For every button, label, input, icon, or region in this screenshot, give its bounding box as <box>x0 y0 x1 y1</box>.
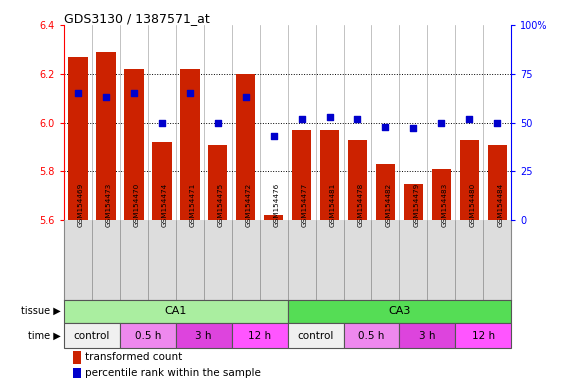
Point <box>297 116 306 122</box>
Bar <box>292 130 311 220</box>
Bar <box>288 323 343 348</box>
Bar <box>96 52 116 220</box>
Bar <box>236 74 256 220</box>
Point <box>437 119 446 126</box>
Text: GSM154483: GSM154483 <box>442 182 447 227</box>
Bar <box>320 130 339 220</box>
Text: GSM154473: GSM154473 <box>106 182 112 227</box>
Text: GSM154478: GSM154478 <box>357 182 364 227</box>
Point <box>353 116 362 122</box>
Point <box>185 90 195 96</box>
Bar <box>124 69 144 220</box>
Bar <box>152 142 171 220</box>
Bar <box>347 140 367 220</box>
Text: GSM154481: GSM154481 <box>329 182 336 227</box>
Text: GSM154479: GSM154479 <box>414 182 419 227</box>
Text: GSM154476: GSM154476 <box>274 182 279 227</box>
Text: 3 h: 3 h <box>419 331 436 341</box>
Bar <box>456 323 511 348</box>
Text: GSM154469: GSM154469 <box>78 182 84 227</box>
Bar <box>180 69 199 220</box>
Text: 0.5 h: 0.5 h <box>135 331 161 341</box>
Text: 3 h: 3 h <box>195 331 212 341</box>
Bar <box>343 323 400 348</box>
Bar <box>208 145 228 220</box>
Point <box>381 123 390 129</box>
Point <box>73 90 83 96</box>
Text: GSM154475: GSM154475 <box>218 182 224 227</box>
Text: GDS3130 / 1387571_at: GDS3130 / 1387571_at <box>64 12 210 25</box>
Bar <box>404 184 423 220</box>
Text: GSM154472: GSM154472 <box>246 182 252 227</box>
Text: GSM154470: GSM154470 <box>134 182 140 227</box>
Bar <box>73 351 81 364</box>
Bar <box>264 215 284 220</box>
Bar <box>68 57 88 220</box>
Bar <box>64 300 288 323</box>
Text: GSM154474: GSM154474 <box>162 182 168 227</box>
Point <box>157 119 166 126</box>
Text: transformed count: transformed count <box>85 352 182 362</box>
Text: 12 h: 12 h <box>472 331 495 341</box>
Bar <box>64 323 120 348</box>
Text: CA3: CA3 <box>388 306 411 316</box>
Point <box>213 119 223 126</box>
Text: tissue ▶: tissue ▶ <box>21 306 61 316</box>
Text: GSM154482: GSM154482 <box>385 182 392 227</box>
Text: GSM154477: GSM154477 <box>302 182 307 227</box>
Point <box>129 90 138 96</box>
Point <box>101 94 110 100</box>
Text: 0.5 h: 0.5 h <box>358 331 385 341</box>
Point <box>409 126 418 132</box>
Text: time ▶: time ▶ <box>28 331 61 341</box>
Bar <box>73 368 81 377</box>
Bar <box>432 169 451 220</box>
Text: GSM154471: GSM154471 <box>190 182 196 227</box>
Bar <box>400 323 456 348</box>
Bar <box>288 300 511 323</box>
Text: 12 h: 12 h <box>248 331 271 341</box>
Bar <box>460 140 479 220</box>
Text: GSM154480: GSM154480 <box>469 182 475 227</box>
Text: control: control <box>297 331 333 341</box>
Text: control: control <box>74 331 110 341</box>
Point <box>465 116 474 122</box>
Bar <box>175 323 232 348</box>
Bar <box>120 323 175 348</box>
Text: percentile rank within the sample: percentile rank within the sample <box>85 368 261 378</box>
Bar <box>232 323 288 348</box>
Point <box>241 94 250 100</box>
Bar <box>376 164 395 220</box>
Point <box>493 119 502 126</box>
Point <box>269 133 278 139</box>
Text: GSM154484: GSM154484 <box>497 182 503 227</box>
Point <box>325 114 334 120</box>
Text: CA1: CA1 <box>164 306 187 316</box>
Bar <box>487 145 507 220</box>
